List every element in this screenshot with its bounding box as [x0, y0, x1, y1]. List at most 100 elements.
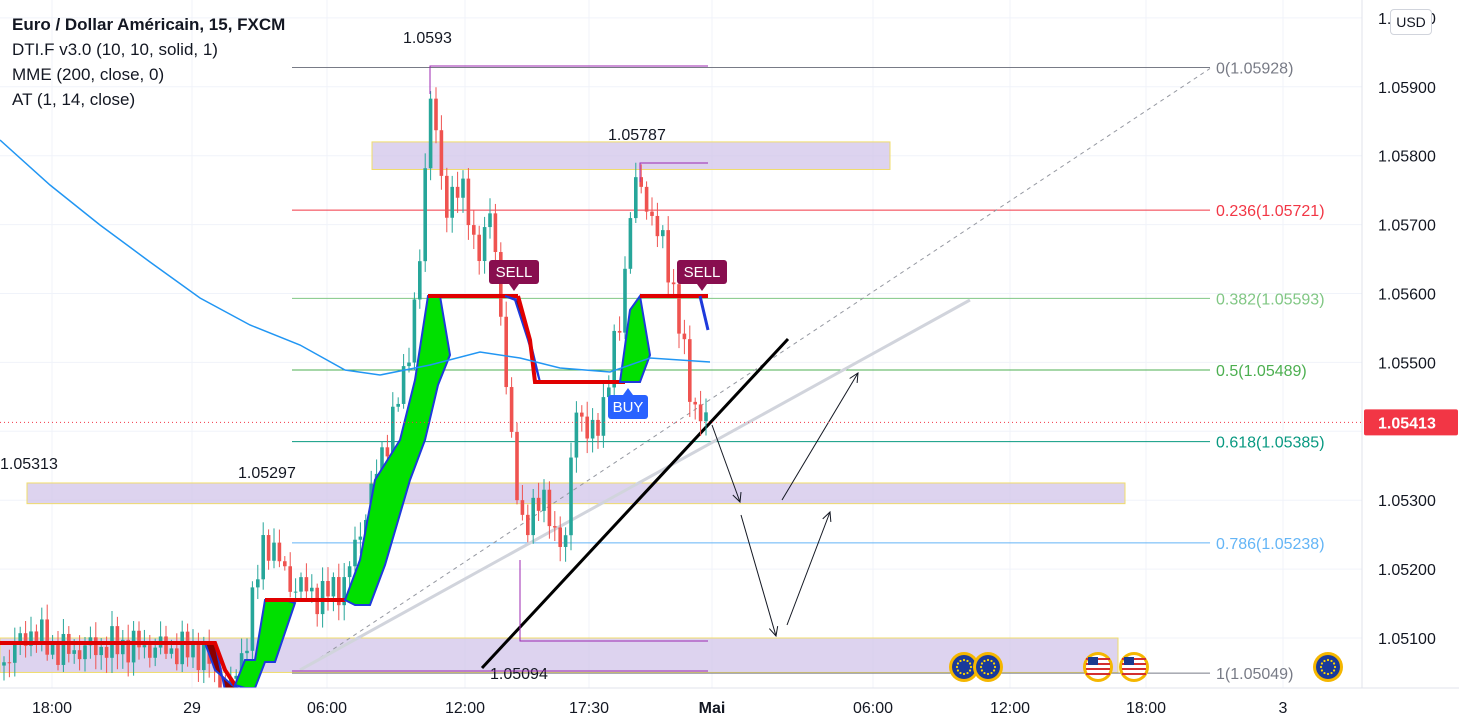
eu-star — [1332, 669, 1336, 672]
last-price-label: 1.05413 — [1378, 415, 1436, 432]
candle-body — [563, 535, 568, 547]
currency-button[interactable]: USD — [1390, 9, 1432, 35]
signal-badges: SELL SELL BUY — [489, 260, 727, 419]
candle-body — [553, 526, 557, 528]
indicator-at[interactable]: AT (1, 14, close) — [12, 90, 136, 109]
eu-star — [1332, 662, 1336, 665]
eu-star — [1330, 659, 1333, 663]
time-tick-label: 18:00 — [32, 700, 72, 717]
candle-body — [612, 330, 616, 388]
candle-body — [239, 653, 244, 676]
candle-body — [218, 667, 222, 690]
candle-body — [126, 639, 130, 663]
signal-label: SELL — [496, 264, 533, 281]
time-tick-label: 12:00 — [445, 700, 485, 717]
candle-body — [320, 580, 325, 615]
signal-label: SELL — [684, 264, 721, 281]
time-tick-label: 29 — [183, 700, 201, 717]
dti-line — [0, 641, 237, 687]
price-annotation: 1.05297 — [238, 465, 296, 482]
candle-body — [234, 675, 238, 679]
eu-star — [962, 658, 966, 662]
candle-body — [169, 648, 174, 654]
candle-body — [272, 542, 276, 561]
candle-body — [504, 316, 508, 388]
fib-label: 0.618(1.05385) — [1216, 435, 1325, 452]
candle-body — [515, 431, 519, 501]
time-tick-label: 06:00 — [853, 700, 893, 717]
ema-200-line — [0, 139, 711, 376]
candle-body — [353, 539, 357, 567]
trendlines — [299, 68, 1211, 672]
eu-star — [993, 665, 997, 669]
candle-body — [477, 234, 481, 262]
projection-arrow — [711, 424, 741, 503]
eu-star — [990, 671, 993, 675]
fib-trend-line — [299, 68, 1211, 672]
indicator-ema[interactable]: MME (200, close, 0) — [12, 65, 165, 84]
eu-star — [956, 662, 960, 665]
time-tick-label: 17:30 — [569, 700, 609, 717]
indicator-dti[interactable]: DTI.F v3.0 (10, 10, solid, 1) — [12, 40, 218, 59]
eu-star — [1323, 671, 1326, 675]
candle-body — [331, 577, 336, 597]
high-marker — [639, 162, 708, 182]
eu-star — [962, 672, 966, 676]
signal-label: BUY — [613, 399, 644, 416]
candle-body — [655, 215, 660, 237]
candle-body — [256, 579, 260, 588]
candle-body — [56, 642, 60, 665]
us-flag-canton — [1124, 657, 1134, 665]
eu-star — [979, 665, 983, 669]
zone-box — [371, 141, 891, 170]
price-axis: 1.05100 1.05200 1.05300 1.05500 1.05600 1.057… — [1361, 0, 1459, 688]
grid — [0, 0, 1362, 688]
candle-body — [283, 561, 287, 567]
us-flag-stripe — [1086, 673, 1110, 675]
dti-band — [343, 295, 452, 606]
candle-body — [299, 577, 303, 592]
eu-flag-icon — [976, 655, 1000, 679]
sell-badge — [489, 260, 539, 284]
candle-body — [23, 633, 28, 646]
candle-body — [520, 500, 525, 515]
fib-label: 0.786(1.05238) — [1216, 536, 1325, 553]
price-annotations: 1.0593 1.05787 1.05313 1.05297 1.05094 — [0, 30, 1362, 683]
candle-body — [596, 419, 600, 436]
candle-body — [412, 299, 417, 363]
price-tick-label: 1.05300 — [1378, 493, 1436, 510]
candle-body — [61, 633, 66, 665]
arrow-head — [849, 372, 859, 384]
candle-body — [196, 644, 201, 671]
eu-star — [956, 669, 960, 672]
fib-label: 0.236(1.05721) — [1216, 203, 1325, 220]
candle-body — [650, 211, 654, 216]
price-tick-label: 1.05500 — [1378, 355, 1436, 372]
symbol-title[interactable]: Euro / Dollar Américain, 15, FXCM — [12, 15, 286, 34]
badge-pointer — [509, 284, 519, 291]
eu-star — [1320, 669, 1324, 672]
candle-body — [83, 645, 87, 660]
badge-pointer — [697, 284, 707, 291]
candle-body — [450, 186, 454, 218]
candle-body — [617, 330, 622, 333]
candle-body — [558, 527, 562, 547]
candle-body — [13, 642, 17, 663]
us-flag-canton — [1088, 657, 1098, 665]
projection-arrows — [711, 372, 859, 638]
candle-body — [358, 536, 363, 540]
sell-badge — [677, 260, 727, 284]
candle-body — [666, 230, 670, 283]
eu-flag-icon — [1316, 655, 1340, 679]
candle-body — [77, 650, 82, 660]
chart-legend: Euro / Dollar Américain, 15, FXCM DTI.F … — [12, 12, 285, 112]
candle-body — [499, 252, 503, 317]
buy-badge — [608, 395, 648, 419]
support-resistance-zones — [0, 141, 1126, 673]
eu-star — [966, 671, 969, 675]
candle-body — [542, 489, 546, 511]
eu-star — [1330, 671, 1333, 675]
candle-body — [634, 177, 638, 219]
price-axis-bg — [1362, 0, 1459, 688]
